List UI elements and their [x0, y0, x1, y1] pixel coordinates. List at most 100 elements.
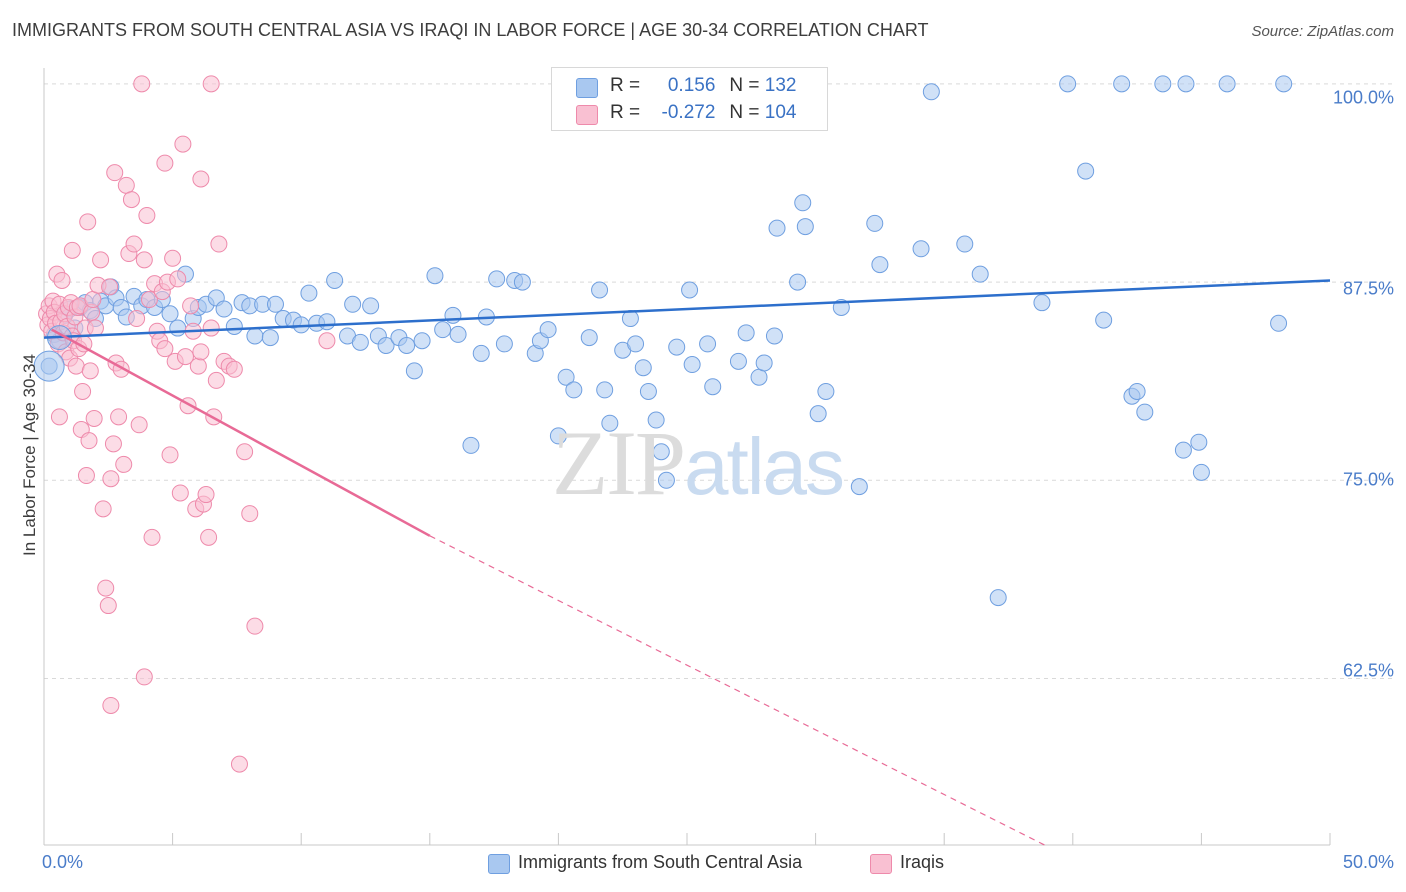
data-point-iraqis: [122, 191, 140, 209]
data-point-iraqis: [94, 500, 112, 518]
data-point-south-central-asia: [1077, 162, 1095, 180]
data-point-south-central-asia: [246, 327, 264, 345]
data-point-south-central-asia: [1128, 382, 1146, 400]
data-point-south-central-asia: [657, 471, 675, 489]
watermark-zip: ZIP: [552, 412, 686, 514]
data-point-iraqis: [169, 270, 187, 288]
data-point-iraqis: [92, 251, 110, 269]
data-point-south-central-asia: [850, 478, 868, 496]
chart-title: IMMIGRANTS FROM SOUTH CENTRAL ASIA VS IR…: [12, 20, 929, 40]
data-point-south-central-asia: [1174, 441, 1192, 459]
data-point-iraqis: [74, 382, 92, 400]
data-point-iraqis: [86, 319, 104, 337]
data-point-iraqis: [230, 755, 248, 773]
data-point-south-central-asia: [565, 381, 583, 399]
data-point-south-central-asia: [539, 321, 557, 339]
data-point-iraqis: [143, 528, 161, 546]
y-tick-label-62-5: 62.5%: [1342, 660, 1394, 681]
data-point-south-central-asia: [817, 382, 835, 400]
data-point-iraqis: [97, 579, 115, 597]
data-point-south-central-asia: [266, 295, 284, 313]
legend-n-value-pink: 104: [764, 102, 797, 123]
data-point-south-central-asia: [462, 436, 480, 454]
data-point-south-central-asia: [794, 194, 812, 212]
data-point-south-central-asia: [989, 589, 1007, 607]
data-point-iraqis: [164, 249, 182, 267]
data-point-iraqis: [85, 409, 103, 427]
data-point-iraqis: [161, 446, 179, 464]
data-point-iraqis: [102, 470, 120, 488]
data-point-south-central-asia: [377, 337, 395, 354]
data-point-south-central-asia: [300, 284, 318, 302]
data-point-south-central-asia: [866, 214, 884, 232]
trend-line-iraqis-extrapolated: [429, 535, 1045, 846]
x-tick-label-50: 50.0%: [1342, 852, 1394, 872]
data-point-iraqis: [182, 297, 200, 315]
data-point-south-central-asia: [1218, 75, 1236, 93]
data-point-iraqis: [117, 176, 135, 194]
data-point-iraqis: [79, 213, 97, 231]
data-point-south-central-asia: [580, 329, 598, 347]
data-point-south-central-asia: [161, 305, 179, 323]
data-point-south-central-asia: [1033, 294, 1051, 312]
data-point-south-central-asia: [596, 381, 614, 399]
data-point-iraqis: [171, 484, 189, 502]
data-point-south-central-asia: [750, 368, 768, 386]
trend-line-iraqis: [51, 328, 431, 537]
data-point-south-central-asia: [737, 324, 755, 342]
data-point-south-central-asia: [398, 337, 416, 354]
data-point-iraqis: [115, 455, 133, 473]
legend-n-label: N =: [729, 102, 760, 123]
data-point-south-central-asia: [1136, 403, 1154, 421]
data-point-iraqis: [200, 528, 218, 546]
data-point-south-central-asia: [169, 319, 187, 337]
y-tick-label-75: 75.0%: [1342, 469, 1394, 490]
data-point-south-central-asia: [434, 321, 452, 339]
legend-r-value-pink: -0.272: [661, 102, 716, 123]
data-point-south-central-asia: [768, 219, 786, 237]
data-point-iraqis: [53, 271, 71, 289]
data-point-south-central-asia: [729, 352, 747, 370]
data-point-iraqis: [207, 371, 225, 389]
data-point-iraqis: [128, 310, 146, 328]
trend-line-south-central-asia: [43, 279, 1331, 339]
data-point-iraqis: [81, 362, 99, 380]
data-point-iraqis: [192, 343, 210, 361]
data-point-south-central-asia: [362, 297, 380, 315]
data-point-south-central-asia: [871, 256, 889, 274]
watermark: ZIPatlas: [552, 410, 845, 516]
data-point-iraqis: [80, 432, 98, 450]
data-point-iraqis: [101, 278, 119, 296]
legend-r-value-blue: 0.156: [667, 75, 716, 96]
data-point-south-central-asia: [405, 362, 423, 380]
data-point-iraqis: [63, 241, 81, 259]
bottom-legend-label-blue: Immigrants from South Central Asia: [518, 852, 803, 872]
data-point-iraqis: [202, 319, 220, 337]
data-point-south-central-asia: [1275, 75, 1293, 93]
data-point-south-central-asia: [668, 338, 686, 356]
data-point-south-central-asia: [683, 356, 701, 374]
x-tick-label-0: 0.0%: [42, 852, 84, 872]
data-point-iraqis: [174, 135, 192, 153]
watermark-atlas: atlas: [684, 422, 845, 511]
data-point-iraqis: [130, 416, 148, 434]
data-point-south-central-asia: [627, 335, 645, 353]
y-tick-label-87-5: 87.5%: [1342, 278, 1394, 299]
data-point-iraqis: [67, 357, 85, 375]
data-point-south-central-asia: [344, 295, 362, 313]
data-point-iraqis: [135, 251, 153, 269]
data-point-south-central-asia: [912, 240, 930, 258]
data-point-iraqis: [84, 291, 102, 309]
y-axis-label: In Labor Force | Age 30-34: [20, 354, 39, 556]
data-point-south-central-asia: [639, 382, 657, 400]
data-point-iraqis: [106, 164, 124, 182]
data-point-south-central-asia: [647, 411, 665, 429]
data-point-south-central-asia: [652, 443, 670, 461]
data-point-south-central-asia: [557, 368, 575, 386]
data-point-iraqis: [77, 467, 95, 485]
data-point-south-central-asia: [1154, 75, 1172, 93]
data-point-iraqis: [99, 597, 117, 615]
data-point-south-central-asia: [549, 427, 567, 445]
data-point-south-central-asia: [704, 378, 722, 396]
